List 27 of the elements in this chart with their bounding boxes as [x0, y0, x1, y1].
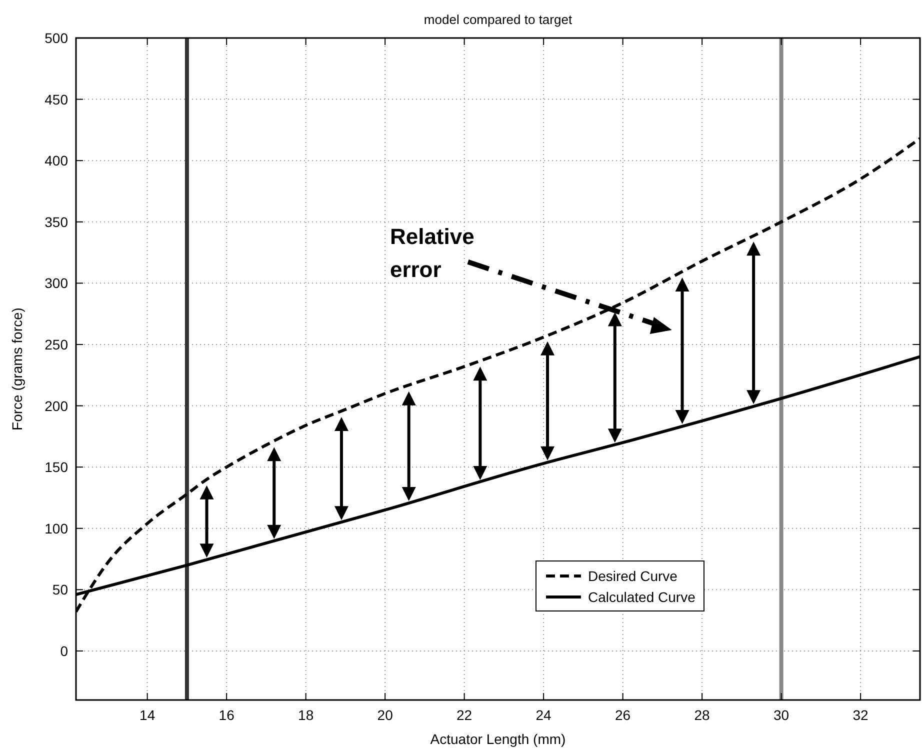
y-tick-label: 50: [52, 582, 68, 598]
y-tick-label: 0: [60, 642, 68, 659]
x-tick-label: 32: [852, 707, 869, 723]
x-tick-label: 18: [298, 707, 314, 723]
y-tick-label: 350: [44, 214, 68, 230]
annotation: Relative error: [390, 224, 474, 282]
x-tick-label: 26: [615, 707, 631, 723]
chart-title: model compared to target: [424, 12, 572, 27]
x-tick-label: 24: [536, 707, 552, 723]
y-axis-title: Force (grams force): [9, 308, 25, 430]
x-tick-label: 20: [377, 707, 394, 723]
y-tick-label: 300: [44, 275, 68, 292]
y-tick-label: 100: [44, 520, 68, 536]
y-tick-label: 500: [44, 30, 68, 46]
y-tick-label: 400: [44, 152, 68, 169]
x-tick-label: 28: [694, 707, 710, 723]
y-tick-label: 150: [44, 459, 68, 476]
legend-label: Calculated Curve: [588, 588, 696, 605]
y-tick-label: 200: [44, 398, 68, 414]
x-tick-label: 14: [140, 707, 156, 723]
x-tick-label: 22: [456, 707, 472, 723]
legend-label: Desired Curve: [588, 568, 678, 584]
x-tick-label: 16: [218, 707, 235, 723]
y-tick-label: 250: [44, 336, 68, 352]
x-axis-title: Actuator Length (mm): [430, 731, 566, 747]
y-tick-label: 450: [44, 91, 68, 108]
x-tick-label: 30: [774, 707, 790, 723]
